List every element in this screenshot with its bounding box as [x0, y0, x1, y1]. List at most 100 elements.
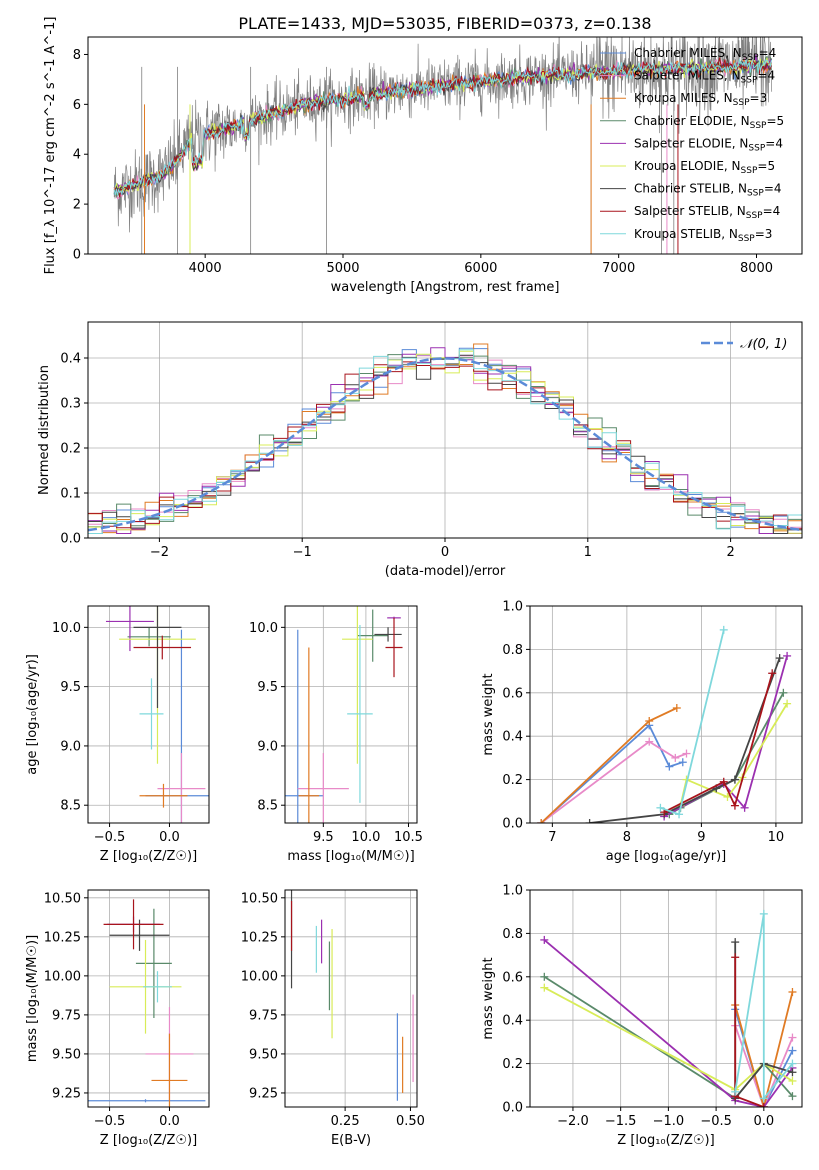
- y-tick-label: 0.4: [502, 1014, 523, 1029]
- weight-marker: [675, 810, 684, 819]
- normal-reference-curve: [88, 357, 800, 532]
- legend-sub: SSP: [738, 234, 755, 244]
- x-tick-label: 0: [441, 545, 449, 560]
- y-axis-label: mass weight: [481, 673, 496, 755]
- y-tick-label: 9.75: [52, 1008, 81, 1023]
- legend-entry: Chabrier MILES, NSSP=4: [634, 46, 776, 63]
- weight-marker: [540, 972, 549, 981]
- x-axis-label: mass [log₁₀(M/M☉)]: [287, 849, 414, 864]
- plot-area-mass-vs-EBV: [290, 890, 414, 1101]
- y-tick-label: 9.0: [60, 739, 81, 754]
- y-tick-label: 8: [73, 48, 81, 63]
- axes-frame: [529, 889, 803, 1108]
- legend-sub: SSP: [742, 53, 759, 63]
- weight-marker: [645, 717, 654, 726]
- weight-marker: [731, 953, 740, 962]
- y-tick-label: 2: [73, 198, 81, 213]
- y-tick-label: 0.1: [60, 487, 81, 502]
- errorbar-point: [103, 899, 164, 950]
- y-tick-label: 0.4: [502, 730, 523, 745]
- y-tick-label: 0.3: [60, 397, 81, 412]
- weight-marker: [540, 983, 549, 992]
- x-axis-label: (data-model)/error: [385, 564, 506, 579]
- weight-line-7: [663, 673, 774, 813]
- errorbar-point: [157, 753, 206, 823]
- x-tick-label: 9.5: [313, 830, 334, 845]
- y-tick-label: 0.6: [502, 970, 523, 985]
- legend-tail: =4: [764, 182, 782, 196]
- panel-mass-vs-EBV: 0.25 0.50 9.25 9.50 9.75 10.00 10.25 10.50 E(B-V…: [241, 889, 425, 1148]
- weight-marker: [788, 1076, 797, 1085]
- legend-label: Chabrier MILES, N: [634, 46, 742, 60]
- errorbar-point: [135, 908, 172, 1019]
- y-tick-label: 0.2: [502, 1057, 523, 1072]
- panel-age-vs-Z: −0.5 0.0 8.5 9.0 9.5 10.0 Z [log₁₀(Z/Z☉)] age […: [25, 605, 210, 864]
- y-tick-label: 0: [73, 248, 81, 263]
- legend: 𝒩(0, 1): [701, 337, 787, 352]
- errorbar-point: [374, 627, 402, 642]
- y-tick-label: 0.0: [60, 532, 81, 547]
- plot-area-weight-vs-age: [537, 625, 792, 823]
- weight-marker: [665, 762, 674, 771]
- y-tick-label: 1.0: [502, 600, 523, 615]
- legend-sub: SSP: [741, 166, 758, 176]
- errorbar-point: [143, 971, 172, 1003]
- legend-tail: =5: [757, 159, 775, 173]
- legend-entry: Salpeter ELODIE, NSSP=4: [634, 136, 783, 153]
- errorbar-point: [347, 624, 373, 803]
- errorbar-point: [139, 678, 164, 750]
- weight-marker: [730, 801, 739, 810]
- y-tick-label: 0.8: [502, 643, 523, 658]
- x-tick-label: 0.0: [753, 1114, 774, 1129]
- y-axis-label: mass [log₁₀(M/M☉)]: [25, 935, 40, 1062]
- x-axis-label: Z [log₁₀(Z/Z☉)]: [100, 849, 197, 864]
- x-tick-label: −0.5: [94, 830, 126, 845]
- legend-sub: SSP: [750, 121, 767, 131]
- y-tick-label: 9.75: [249, 1008, 278, 1023]
- x-tick-label: 10: [768, 830, 785, 845]
- histogram-4: [88, 347, 802, 534]
- weight-marker: [759, 909, 768, 918]
- histogram-7: [88, 361, 802, 530]
- weight-marker: [731, 938, 740, 947]
- legend-label: Chabrier STELIB, N: [634, 182, 747, 196]
- weight-line-0: [540, 723, 684, 823]
- y-axis-label: Flux [f_λ 10^-17 erg cm^-2 s^-1 A^-1]: [43, 17, 58, 275]
- y-tick-label: 6: [73, 98, 81, 113]
- legend-sub: SSP: [741, 76, 758, 86]
- errorbar-point: [357, 609, 389, 662]
- histogram-8: [88, 349, 802, 534]
- x-axis-label: Z [log₁₀(Z/Z☉)]: [100, 1133, 197, 1148]
- plot-area-spectrum: [113, 37, 773, 254]
- panel-age-vs-mass: 9.5 10.0 10.5 8.5 9.0 9.5 10.0 mass [log₁₀(M/M☉…: [249, 605, 423, 864]
- x-tick-label: 0.50: [396, 1114, 425, 1129]
- legend-entry: 𝒩(0, 1): [740, 337, 787, 352]
- y-tick-label: 0.2: [60, 442, 81, 457]
- weight-marker: [672, 703, 681, 712]
- axes-frame: [87, 605, 210, 824]
- weight-marker: [731, 1087, 740, 1096]
- plot-area-age-vs-Z: [105, 606, 209, 823]
- legend-tail: =3: [755, 227, 773, 241]
- legend-sub: SSP: [747, 189, 764, 199]
- x-axis-label: E(B-V): [331, 1133, 371, 1148]
- legend-label: Kroupa MILES, N: [634, 91, 733, 105]
- weight-marker: [788, 1092, 797, 1101]
- y-tick-label: 0.6: [502, 686, 523, 701]
- x-axis-label: Z [log₁₀(Z/Z☉)]: [617, 1133, 714, 1148]
- y-tick-label: 4: [73, 148, 81, 163]
- y-axis-label: mass weight: [481, 957, 496, 1039]
- weight-line-5: [679, 703, 788, 806]
- legend-label: Salpeter ELODIE, N: [634, 136, 748, 150]
- weight-line-1: [734, 1025, 794, 1107]
- weight-marker: [779, 688, 788, 697]
- y-axis-label: Normed distribution: [37, 365, 52, 495]
- x-tick-label: 6000: [464, 261, 497, 276]
- x-tick-label: 10.5: [394, 830, 423, 845]
- x-tick-label: 1: [584, 545, 592, 560]
- figure-title: PLATE=1433, MJD=53035, FIBERID=0373, z=0…: [238, 14, 651, 33]
- legend-tail: =3: [750, 91, 768, 105]
